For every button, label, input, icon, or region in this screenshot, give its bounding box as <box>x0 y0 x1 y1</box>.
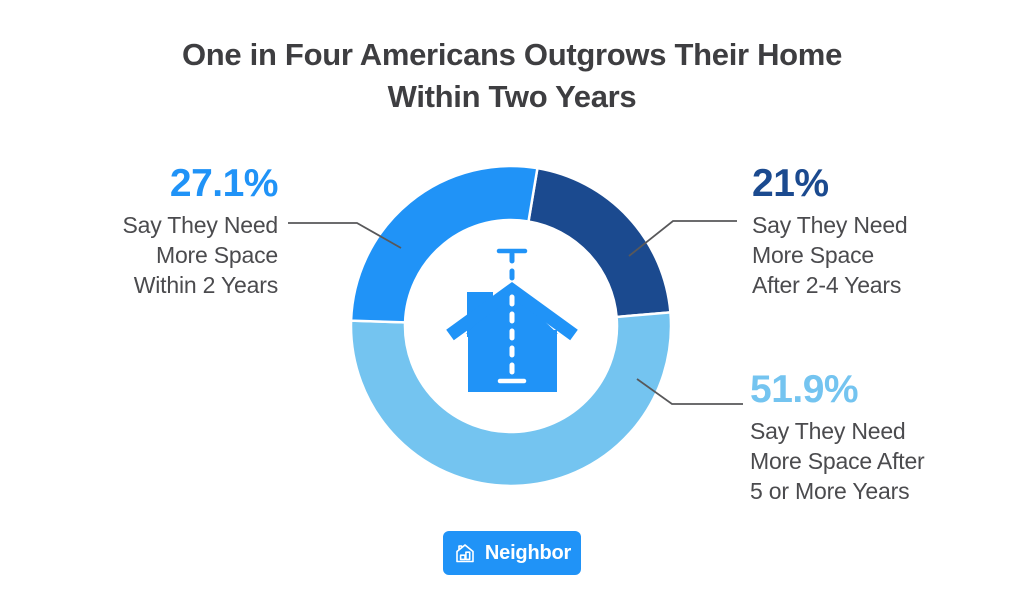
callout-after-2-4-years: 21% Say They Need More Space After 2-4 Y… <box>752 162 908 300</box>
title-line-1: One in Four Americans Outgrows Their Hom… <box>181 37 843 72</box>
callout-text-line: Say They Need <box>750 418 906 444</box>
callout-text-line: 5 or More Years <box>750 478 910 504</box>
title-line-2: Within Two Years <box>387 79 637 114</box>
callout-within-2-years: 27.1% Say They Need More Space Within 2 … <box>122 162 278 300</box>
neighbor-brand-badge[interactable]: Neighbor <box>443 531 581 575</box>
page-title: One in Four Americans Outgrows Their Hom… <box>0 34 1024 118</box>
percent-value: 21% <box>752 162 829 205</box>
neighbor-brand-label: Neighbor <box>484 541 572 564</box>
callout-text-line: More Space <box>752 242 875 268</box>
donut-slice <box>349 311 673 488</box>
percent-value: 51.9% <box>750 368 859 411</box>
callout-text-line: After 2-4 Years <box>752 272 902 298</box>
callout-text-line: More Space After <box>750 448 925 474</box>
callout-text-line: More Space <box>155 242 278 268</box>
callout-after-5-plus-years: 51.9% Say They Need More Space After 5 o… <box>750 368 925 506</box>
callout-text-line: Say They Need <box>752 212 908 238</box>
neighbor-logo-house-icon <box>456 544 474 563</box>
callout-text-line: Say They Need <box>122 212 278 238</box>
callout-text-line: Within 2 Years <box>133 272 278 298</box>
house-height-measure-icon <box>446 248 578 392</box>
percent-value: 27.1% <box>169 162 279 205</box>
